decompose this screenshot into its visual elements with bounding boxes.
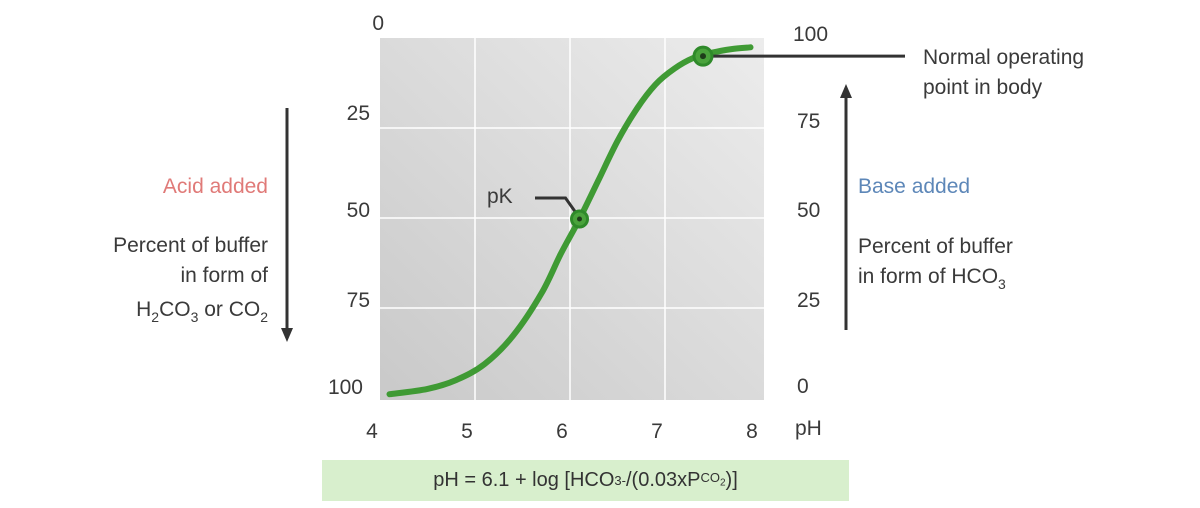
left-y-tick-label: 100 — [328, 376, 363, 399]
equation-sub2: CO2 — [700, 469, 726, 489]
normal-point-center — [700, 53, 706, 60]
base-arrow-up — [840, 84, 852, 330]
right-y-tick-label: 0 — [797, 375, 809, 398]
left-y-tick-label: 75 — [347, 289, 370, 312]
pk-point-center — [577, 216, 582, 222]
right-y-tick-label: 50 — [797, 199, 820, 222]
left-y-tick-label: 25 — [347, 102, 370, 125]
x-tick-label: 8 — [746, 420, 758, 443]
left-percent-line2: in form of — [180, 264, 268, 287]
right-y-tick-label: 75 — [797, 110, 820, 133]
left-y-tick-label: 50 — [347, 199, 370, 222]
equation-part2: /(0.03xP — [626, 469, 701, 491]
left-percent-line3: H2CO3 or CO2 — [136, 298, 268, 325]
acid-added-label: Acid added — [163, 175, 268, 198]
acid-arrow-down — [281, 108, 293, 342]
right-y-tick-label: 100 — [793, 23, 828, 46]
equation-part1: pH = 6.1 + log [HCO — [433, 469, 615, 491]
x-tick-label: 6 — [556, 420, 568, 443]
pk-label: pK — [487, 185, 513, 208]
left-y-tick-label: 0 — [372, 12, 384, 35]
normal-point-label-line1: Normal operating — [923, 46, 1084, 69]
base-added-label: Base added — [858, 175, 970, 198]
pk-leader-line — [535, 196, 579, 216]
normal-point-label-line2: point in body — [923, 76, 1043, 99]
left-percent-line1: Percent of buffer — [113, 234, 268, 257]
equation-part3: )] — [725, 469, 738, 491]
henderson-hasselbalch-equation: pH = 6.1 + log [HCO 3-/(0.03xP CO2)] — [322, 460, 849, 501]
right-percent-line2: in form of HCO3 — [858, 265, 1006, 292]
x-axis-label: pH — [795, 417, 822, 440]
x-tick-label: 5 — [461, 420, 473, 443]
x-tick-label: 4 — [366, 420, 378, 443]
x-tick-label: 7 — [651, 420, 663, 443]
right-y-tick-label: 25 — [797, 289, 820, 312]
right-percent-line1: Percent of buffer — [858, 235, 1013, 258]
